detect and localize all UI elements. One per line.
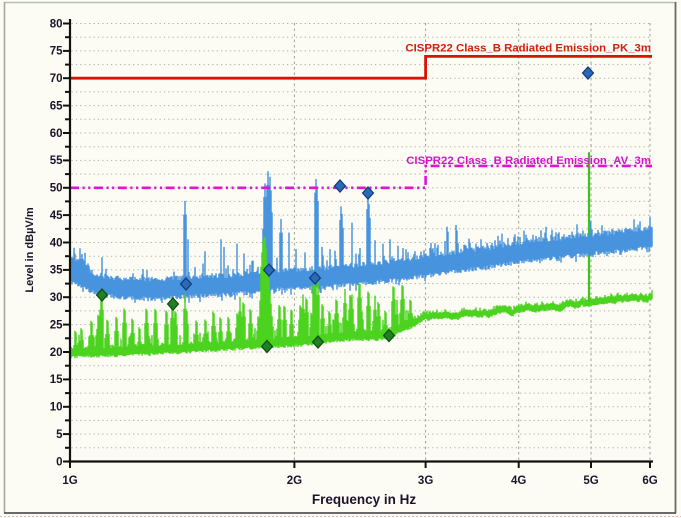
svg-text:5: 5 <box>56 429 63 441</box>
svg-text:4G: 4G <box>511 475 526 487</box>
svg-text:Frequency in Hz: Frequency in Hz <box>312 492 417 507</box>
svg-text:1G: 1G <box>62 475 77 487</box>
svg-text:40: 40 <box>50 237 63 249</box>
svg-text:6G: 6G <box>642 475 657 487</box>
svg-text:30: 30 <box>50 292 63 304</box>
svg-text:75: 75 <box>50 46 63 58</box>
svg-text:50: 50 <box>50 183 63 195</box>
svg-text:CISPR22 Class_B Radiated Emiss: CISPR22 Class_B Radiated Emission_PK_3m <box>405 43 651 55</box>
svg-text:10: 10 <box>50 402 63 414</box>
svg-text:3G: 3G <box>418 475 433 487</box>
svg-text:15: 15 <box>50 374 63 386</box>
svg-text:55: 55 <box>50 155 63 167</box>
svg-text:CISPR22 Class_B Radiated Emiss: CISPR22 Class_B Radiated Emission_AV_3m <box>406 155 651 167</box>
svg-text:65: 65 <box>50 100 63 112</box>
svg-text:80: 80 <box>50 18 63 30</box>
svg-text:0: 0 <box>56 456 62 468</box>
svg-text:25: 25 <box>50 319 63 331</box>
svg-text:Level in dBµV/m: Level in dBµV/m <box>24 207 36 292</box>
svg-text:35: 35 <box>50 265 63 277</box>
svg-text:2G: 2G <box>287 475 302 487</box>
svg-text:20: 20 <box>50 347 63 359</box>
svg-text:45: 45 <box>50 210 63 222</box>
svg-text:60: 60 <box>50 128 63 140</box>
svg-text:70: 70 <box>50 73 63 85</box>
svg-text:5G: 5G <box>583 475 598 487</box>
